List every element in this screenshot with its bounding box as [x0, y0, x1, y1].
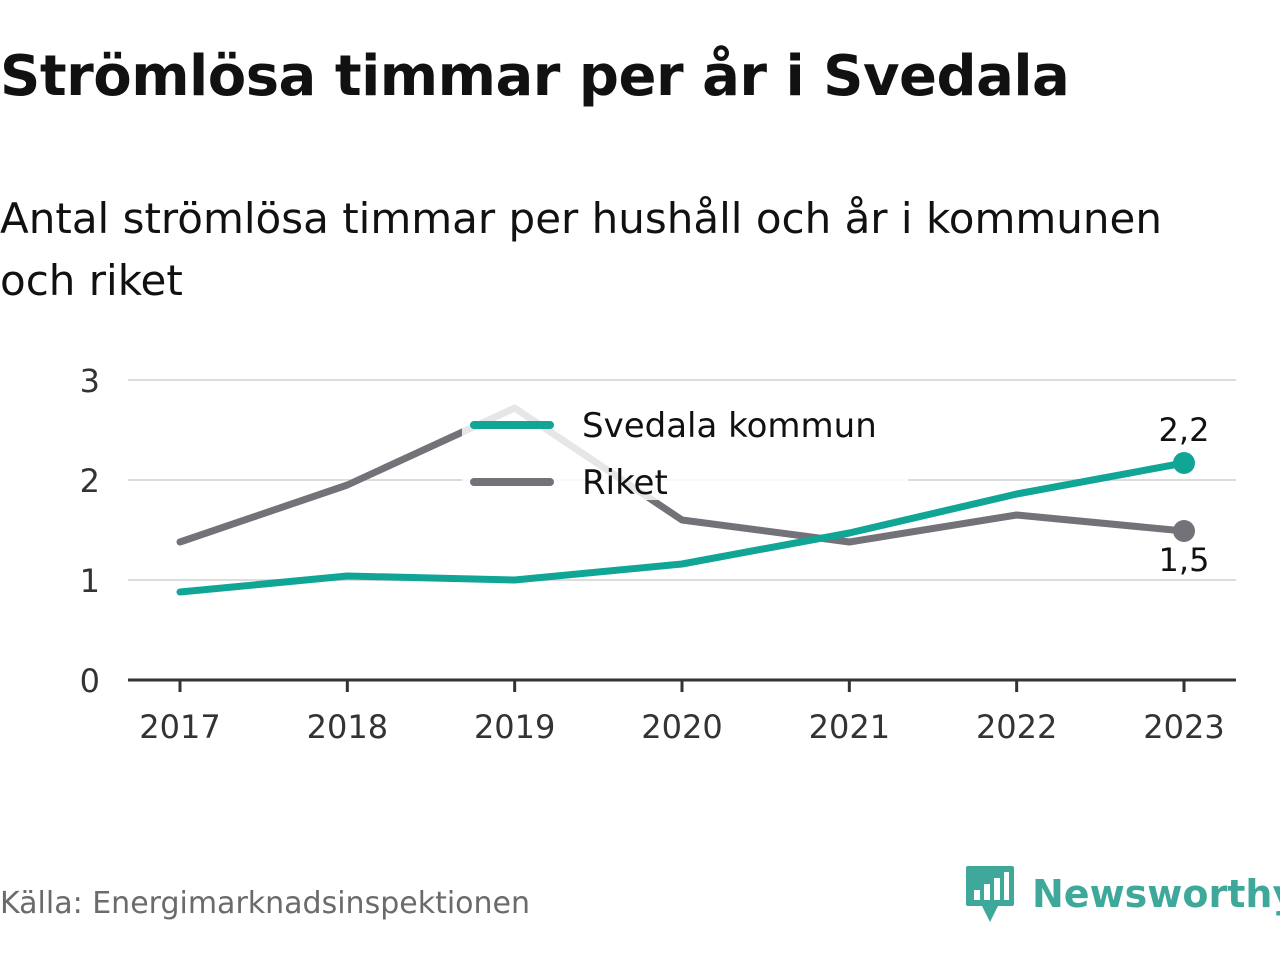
x-tick-label: 2022	[976, 708, 1057, 746]
brand-logo: Newsworthy	[964, 864, 1280, 924]
series-end-point	[1173, 452, 1195, 474]
x-tick-label: 2023	[1143, 708, 1224, 746]
line-chart: 0 1 2 3 2017 2018 2019 2020 2021 2022 2023 Svedal…	[80, 362, 1236, 746]
newsworthy-bar-logo-icon	[966, 866, 1014, 922]
legend: Svedala kommun Riket	[462, 400, 908, 503]
chart-title: Strömlösa timmar per år i Svedala	[0, 44, 1070, 109]
legend-label: Svedala kommun	[582, 406, 877, 446]
x-tick-label: 2019	[474, 708, 555, 746]
chart-subtitle: Antal strömlösa timmar per hushåll och å…	[0, 194, 1162, 305]
series-end-point	[1173, 520, 1195, 542]
series-end-label: 1,5	[1159, 541, 1210, 579]
series-line-riket	[176, 404, 1188, 546]
end-labels: 2,2 1,5	[1156, 408, 1213, 582]
x-axis: 2017 2018 2019 2020 2021 2022 2023	[128, 678, 1236, 746]
brand-name: Newsworthy	[1032, 872, 1280, 916]
legend-label: Riket	[582, 463, 668, 503]
y-tick-label: 3	[80, 362, 100, 400]
series-end-label: 2,2	[1159, 411, 1210, 449]
series-lines	[176, 404, 1188, 596]
y-axis-ticks: 0 1 2 3	[80, 362, 100, 700]
series-line-svedala-kommun	[176, 459, 1188, 596]
y-tick-label: 1	[80, 562, 100, 600]
y-tick-label: 2	[80, 462, 100, 500]
y-tick-label: 0	[80, 662, 100, 700]
x-tick-label: 2018	[307, 708, 388, 746]
source-note: Källa: Energimarknadsinspektionen	[0, 886, 531, 921]
x-tick-label: 2017	[139, 708, 220, 746]
x-tick-label: 2020	[641, 708, 722, 746]
x-tick-label: 2021	[809, 708, 890, 746]
